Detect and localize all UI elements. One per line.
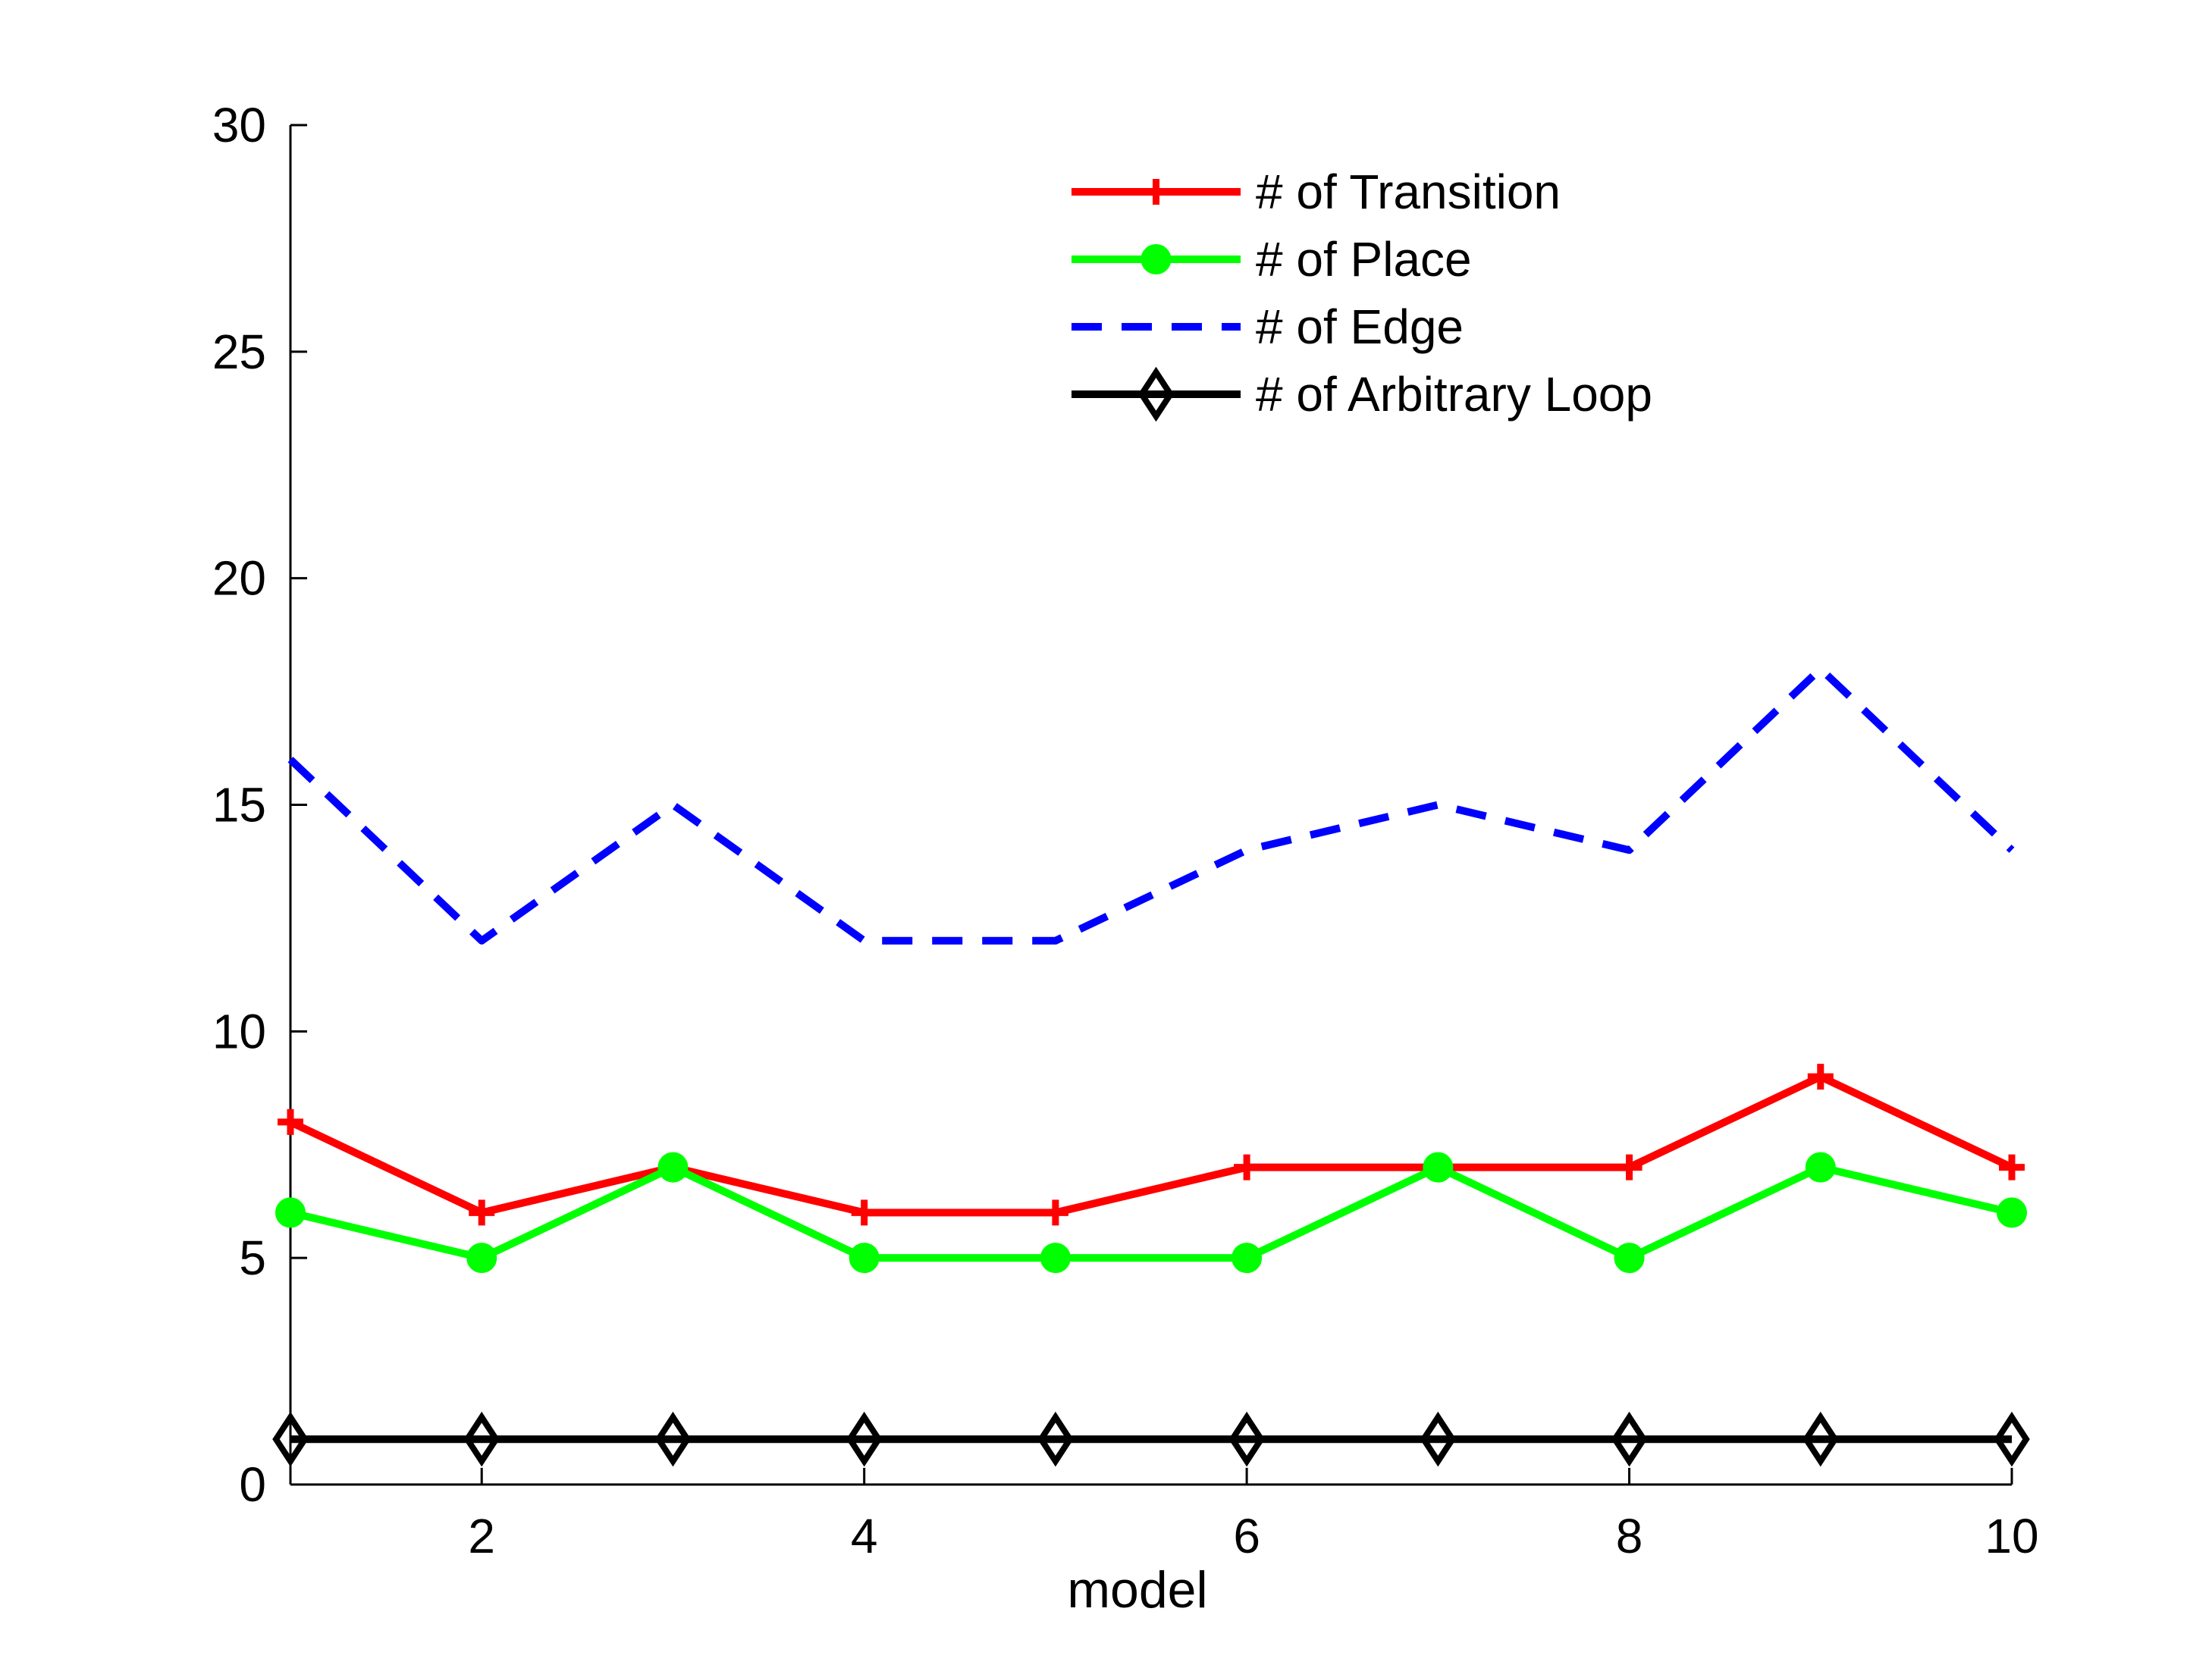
x-tick-label: 6 bbox=[1233, 1509, 1260, 1563]
y-tick-label: 5 bbox=[239, 1231, 266, 1285]
data-point-of-transition bbox=[1807, 1064, 1834, 1090]
data-point-of-transition bbox=[469, 1199, 495, 1226]
legend-entry-of-edge: # of Edge bbox=[1071, 299, 1464, 354]
data-point-of-place bbox=[1232, 1243, 1263, 1274]
legend-label-of-transition: # of Transition bbox=[1256, 165, 1561, 219]
legend-marker-of-arbitrary-loop bbox=[1137, 366, 1175, 422]
x-tick-label: 2 bbox=[468, 1509, 495, 1563]
data-point-of-place bbox=[275, 1197, 306, 1228]
series-of-place bbox=[275, 1152, 2027, 1274]
data-point-of-arbitrary-loop bbox=[1802, 1411, 1839, 1467]
y-tick-label: 0 bbox=[239, 1457, 266, 1512]
x-tick-label: 4 bbox=[851, 1509, 878, 1563]
series-of-transition bbox=[278, 1064, 2025, 1226]
x-axis-label: model bbox=[1067, 1561, 1207, 1619]
data-point-of-arbitrary-loop bbox=[1420, 1411, 1457, 1467]
legend-entry-of-place: # of Place bbox=[1071, 232, 1472, 287]
data-point-of-transition bbox=[851, 1199, 877, 1226]
y-tick-label: 25 bbox=[212, 325, 266, 379]
legend-label-of-edge: # of Edge bbox=[1256, 299, 1464, 354]
legend-marker-of-place bbox=[1141, 244, 1172, 274]
series-line-of-transition bbox=[288, 1073, 2014, 1217]
data-point-of-arbitrary-loop bbox=[846, 1411, 883, 1467]
data-point-of-arbitrary-loop bbox=[272, 1411, 309, 1467]
data-point-of-arbitrary-loop bbox=[654, 1411, 692, 1467]
data-point-of-arbitrary-loop bbox=[463, 1411, 500, 1467]
y-tick-label: 10 bbox=[212, 1004, 266, 1058]
data-point-of-arbitrary-loop bbox=[1994, 1411, 2030, 1467]
data-point-of-transition bbox=[1042, 1199, 1068, 1226]
data-point-of-place bbox=[1997, 1197, 2027, 1228]
plot-series bbox=[272, 665, 2030, 1467]
x-tick-label: 10 bbox=[1985, 1509, 2038, 1563]
y-tick-label: 30 bbox=[212, 98, 266, 152]
data-point-of-place bbox=[1805, 1152, 1836, 1183]
data-point-of-place bbox=[1614, 1243, 1645, 1274]
data-point-of-arbitrary-loop bbox=[1228, 1411, 1265, 1467]
series-line-of-edge bbox=[287, 665, 2015, 945]
legend-label-of-place: # of Place bbox=[1256, 232, 1472, 287]
y-tick-label: 20 bbox=[212, 551, 266, 606]
data-point-of-arbitrary-loop bbox=[1611, 1411, 1648, 1467]
data-point-of-place bbox=[466, 1243, 497, 1274]
data-point-of-transition bbox=[1616, 1154, 1643, 1180]
data-point-of-transition bbox=[1234, 1154, 1260, 1180]
y-tick-label: 15 bbox=[212, 778, 266, 832]
axes: 0 5 10 15 20 25 30 2 4 6 8 10 bbox=[212, 98, 2039, 1563]
legend-label-of-arbitrary-loop: # of Arbitrary Loop bbox=[1256, 367, 1652, 422]
data-point-of-place bbox=[1040, 1243, 1071, 1274]
x-tick-label: 8 bbox=[1616, 1509, 1643, 1563]
series-line-of-place bbox=[289, 1163, 2013, 1262]
legend-entry-of-transition: # of Transition bbox=[1071, 165, 1561, 219]
data-point-of-transition bbox=[278, 1108, 303, 1135]
data-point-of-arbitrary-loop bbox=[1037, 1411, 1074, 1467]
data-point-of-place bbox=[849, 1243, 880, 1274]
legend-marker-of-transition bbox=[1143, 179, 1169, 205]
legend-entry-of-arbitrary-loop: # of Arbitrary Loop bbox=[1071, 366, 1652, 422]
series-of-edge bbox=[287, 665, 2015, 945]
data-point-of-place bbox=[1423, 1152, 1454, 1183]
data-point-of-transition bbox=[1999, 1154, 2025, 1180]
data-point-of-place bbox=[657, 1152, 689, 1183]
legend: # of Transition # of Place # of Edge # of A… bbox=[1071, 165, 1652, 422]
series-of-arbitrary-loop bbox=[272, 1411, 2030, 1467]
